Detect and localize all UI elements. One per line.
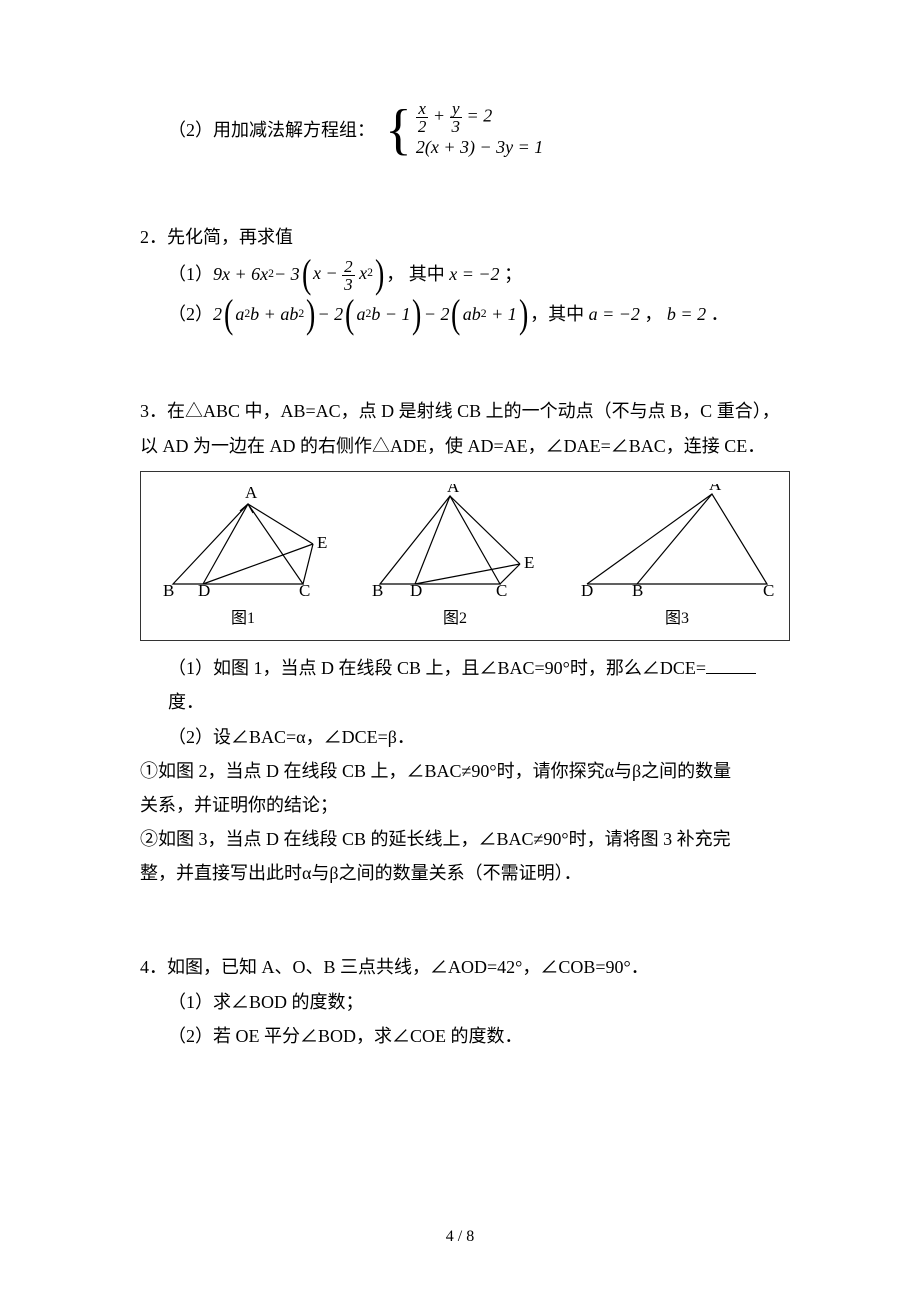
fig3-label: 图3	[577, 604, 777, 634]
q4-sub2: （2）若 OE 平分∠BOD，求∠COE 的度数．	[168, 1019, 790, 1053]
svg-text:E: E	[317, 533, 327, 552]
svg-text:D: D	[198, 581, 210, 600]
q3-sub2-2b: 整，并直接写出此时α与β之间的数量关系（不需证明）．	[140, 856, 790, 890]
figure-1: A B D C E 图1	[153, 484, 333, 634]
fig3-svg: A D B C	[577, 484, 777, 604]
fig2-svg: A B D CE	[370, 484, 540, 604]
svg-text:B: B	[632, 581, 643, 600]
svg-text:D: D	[410, 581, 422, 600]
q4-line1: 4．如图，已知 A、O、B 三点共线，∠AOD=42°，∠COB=90°．	[140, 950, 790, 984]
svg-text:C: C	[763, 581, 774, 600]
svg-text:A: A	[447, 484, 460, 496]
system-equations: x2 + y3 = 2 2(x + 3) − 3y = 1	[416, 100, 543, 160]
eq1: x2 + y3 = 2	[416, 100, 543, 135]
q3-sub2-2a: ②如图 3，当点 D 在线段 CB 的延长线上，∠BAC≠90°时，请将图 3 …	[140, 822, 790, 856]
q2-1-tail: ， 其中 x = −2 ；	[386, 257, 522, 291]
brace-left: {	[385, 102, 412, 158]
q1-2-prefix: （2）用加减法解方程组：	[168, 113, 375, 147]
figures-box: ABDCE 图1 ABDCE 图2 ADBC 图3	[140, 471, 790, 641]
q3: 3．在△ABC 中，AB=AC，点 D 是射线 CB 上的一个动点（不与点 B，…	[140, 394, 790, 890]
fig1-label: 图1	[153, 604, 333, 634]
q2-part2: （2） 2 (a2b + ab2) − 2 (a2b − 1) − 2 (ab2…	[168, 294, 790, 334]
svg-text:C: C	[299, 581, 310, 600]
svg-text:E: E	[524, 553, 534, 572]
page: （2）用加减法解方程组： { x2 + y3 = 2 2(x + 3) − 3y…	[0, 0, 920, 1302]
figure-3: A D B C 图3	[577, 484, 777, 634]
svg-text:D: D	[581, 581, 593, 600]
svg-text:C: C	[496, 581, 507, 600]
q3-line2: 以 AD 为一边在 AD 的右侧作△ADE，使 AD=AE，∠DAE=∠BAC，…	[140, 429, 790, 463]
svg-text:A: A	[709, 484, 722, 494]
fig2-label: 图2	[370, 604, 540, 634]
q2: 2．先化简，再求值 （1） 9x + 6x2 − 3 ( x − 23 x2 )…	[140, 220, 790, 334]
q2-2-tail: ，其中 a = −2 ， b = 2 ．	[530, 297, 728, 331]
page-footer: 4 / 8	[0, 1222, 920, 1252]
blank-fill	[706, 657, 756, 674]
svg-text:B: B	[372, 581, 383, 600]
fig1-svg: A B D C E	[153, 484, 333, 604]
svg-text:B: B	[163, 581, 174, 600]
q1-part2: （2）用加减法解方程组： { x2 + y3 = 2 2(x + 3) − 3y…	[168, 100, 790, 160]
q3-sub2-1b: 关系，并证明你的结论；	[140, 788, 790, 822]
q2-title: 2．先化简，再求值	[140, 220, 790, 254]
q4: 4．如图，已知 A、O、B 三点共线，∠AOD=42°，∠COB=90°． （1…	[140, 950, 790, 1053]
q3-sub2: （2）设∠BAC=α，∠DCE=β．	[168, 720, 790, 754]
q3-sub1: （1）如图 1，当点 D 在线段 CB 上，且∠BAC=90°时，那么∠DCE=…	[168, 651, 790, 719]
figure-2: A B D CE 图2	[370, 484, 540, 634]
q4-sub1: （1）求∠BOD 的度数；	[168, 985, 790, 1019]
svg-text:A: A	[245, 484, 258, 502]
q3-line1: 3．在△ABC 中，AB=AC，点 D 是射线 CB 上的一个动点（不与点 B，…	[140, 394, 790, 428]
q2-part1: （1） 9x + 6x2 − 3 ( x − 23 x2 ) ， 其中 x = …	[168, 254, 790, 294]
q3-sub2-1a: ①如图 2，当点 D 在线段 CB 上，∠BAC≠90°时，请你探究α与β之间的…	[140, 754, 790, 788]
eq2: 2(x + 3) − 3y = 1	[416, 135, 543, 160]
